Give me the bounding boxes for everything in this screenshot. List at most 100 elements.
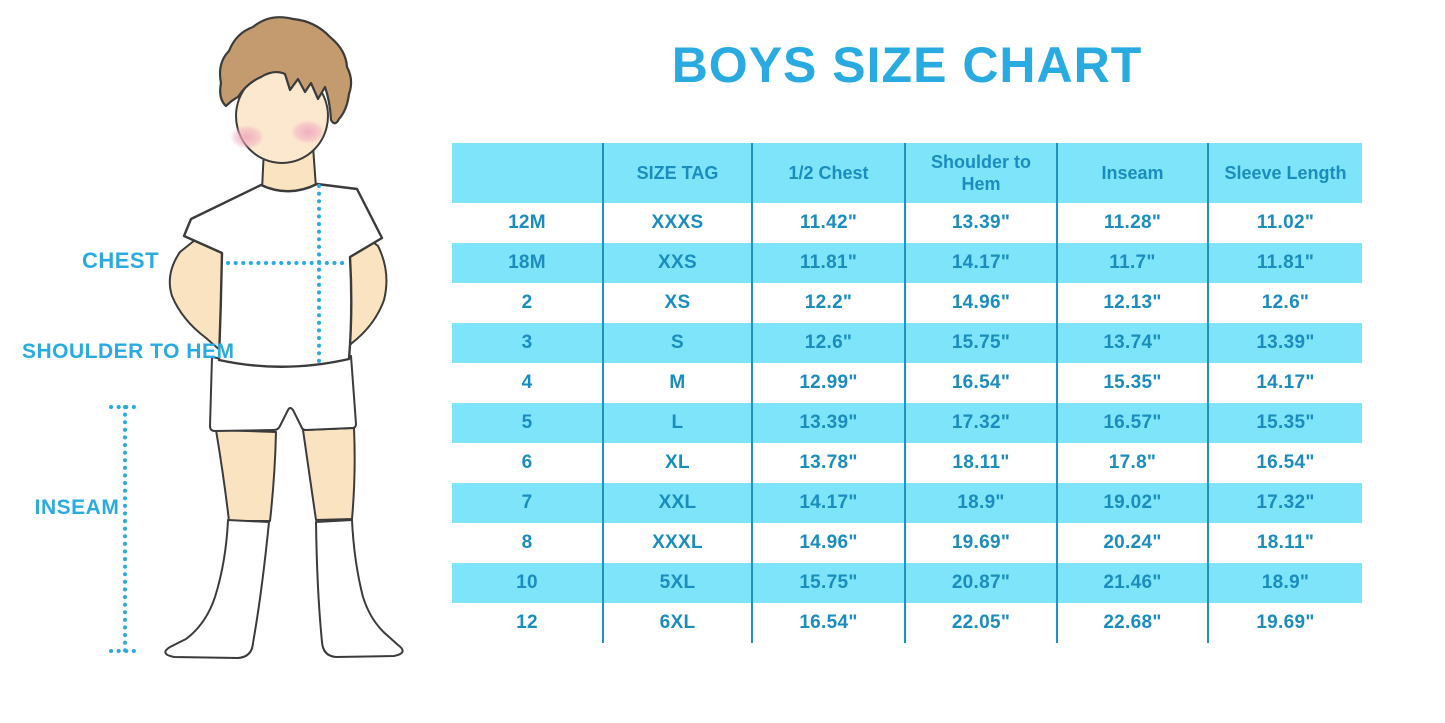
table-cell: 20.87" — [904, 563, 1057, 603]
table-cell: M — [602, 363, 752, 403]
measurement-figure: CHEST SHOULDER TO HEM INSEAM — [0, 0, 450, 723]
column-header: Shoulder to Hem — [904, 143, 1057, 203]
table-cell: 13.78" — [751, 443, 905, 483]
table-cell: XXL — [602, 483, 752, 523]
table-row: 8 XXXL 14.96" 19.69" 20.24" 18.11" — [452, 523, 1362, 563]
left-thigh — [215, 429, 277, 522]
table-cell: 14.96" — [751, 523, 905, 563]
column-header: SIZE TAG — [602, 143, 752, 203]
table-cell: 15.35" — [1207, 403, 1362, 443]
size-table: SIZE TAG 1/2 Chest Shoulder to Hem Inseam Sl… — [452, 143, 1362, 643]
table-row: 18M XXS 11.81" 14.17" 11.7" 11.81" — [452, 243, 1362, 283]
chest-label: CHEST — [81, 248, 160, 273]
table-cell: 22.68" — [1056, 603, 1208, 643]
boy-illustration — [109, 16, 404, 659]
table-cell: 6 — [452, 443, 603, 483]
table-cell: 18.9" — [904, 483, 1057, 523]
table-cell: 16.54" — [904, 363, 1057, 403]
table-cell: 22.05" — [904, 603, 1057, 643]
column-header: Sleeve Length — [1207, 143, 1362, 203]
table-cell: 12M — [452, 203, 603, 243]
table-cell: 12.6" — [1207, 283, 1362, 323]
left-sock — [164, 519, 270, 659]
table-cell: S — [602, 323, 752, 363]
table-row: 2 XS 12.2" 14.96" 12.13" 12.6" — [452, 283, 1362, 323]
table-cell: 17.32" — [904, 403, 1057, 443]
table-cell: 3 — [452, 323, 603, 363]
left-cheek — [230, 125, 264, 149]
column-header: Inseam — [1056, 143, 1208, 203]
table-cell: 10 — [452, 563, 603, 603]
table-cell: 7 — [452, 483, 603, 523]
table-cell: 12.6" — [751, 323, 905, 363]
table-cell: 17.32" — [1207, 483, 1362, 523]
table-cell: XXXS — [602, 203, 752, 243]
table-cell: XL — [602, 443, 752, 483]
table-cell: 19.02" — [1056, 483, 1208, 523]
right-cheek — [291, 120, 325, 144]
table-cell: 18.11" — [1207, 523, 1362, 563]
table-cell: 6XL — [602, 603, 752, 643]
table-cell: 21.46" — [1056, 563, 1208, 603]
table-row: 3 S 12.6" 15.75" 13.74" 13.39" — [452, 323, 1362, 363]
table-cell: XXS — [602, 243, 752, 283]
table-cell: 11.42" — [751, 203, 905, 243]
content-pane: BOYS SIZE CHART SIZE TAG 1/2 Chest Shoulde… — [452, 0, 1362, 723]
table-cell: 5XL — [602, 563, 752, 603]
table-cell: 13.39" — [904, 203, 1057, 243]
table-cell: 8 — [452, 523, 603, 563]
table-cell: 19.69" — [1207, 603, 1362, 643]
table-cell: 11.7" — [1056, 243, 1208, 283]
table-cell: 19.69" — [904, 523, 1057, 563]
table-cell: L — [602, 403, 752, 443]
table-row: 10 5XL 15.75" 20.87" 21.46" 18.9" — [452, 563, 1362, 603]
table-cell: 14.17" — [904, 243, 1057, 283]
table-row: 6 XL 13.78" 18.11" 17.8" 16.54" — [452, 443, 1362, 483]
table-cell: 15.35" — [1056, 363, 1208, 403]
right-sock — [315, 519, 404, 658]
table-row: 7 XXL 14.17" 18.9" 19.02" 17.32" — [452, 483, 1362, 523]
inseam-label: INSEAM — [34, 496, 120, 519]
left-arm — [168, 231, 225, 353]
table-cell: 20.24" — [1056, 523, 1208, 563]
size-table-body: 12M XXXS 11.42" 13.39" 11.28" 11.02" 18M XXS 11.… — [452, 203, 1362, 643]
table-cell: 12.13" — [1056, 283, 1208, 323]
table-cell: 15.75" — [904, 323, 1057, 363]
right-arm — [341, 227, 388, 353]
right-thigh — [302, 427, 356, 521]
table-cell: 16.57" — [1056, 403, 1208, 443]
table-cell: 13.39" — [751, 403, 905, 443]
tshirt — [182, 182, 384, 368]
table-cell: XS — [602, 283, 752, 323]
hair — [218, 16, 353, 125]
table-cell: 13.39" — [1207, 323, 1362, 363]
table-cell: 16.54" — [1207, 443, 1362, 483]
table-cell: 5 — [452, 403, 603, 443]
table-cell: 18M — [452, 243, 603, 283]
table-cell: XXXL — [602, 523, 752, 563]
column-header: 1/2 Chest — [751, 143, 905, 203]
table-cell: 15.75" — [751, 563, 905, 603]
table-cell: 2 — [452, 283, 603, 323]
size-table-header-row: SIZE TAG 1/2 Chest Shoulder to Hem Inseam Sl… — [452, 143, 1362, 203]
table-cell: 11.81" — [1207, 243, 1362, 283]
page-title: BOYS SIZE CHART — [671, 37, 1143, 93]
table-row: 5 L 13.39" 17.32" 16.57" 15.35" — [452, 403, 1362, 443]
table-cell: 12.99" — [751, 363, 905, 403]
table-cell: 18.11" — [904, 443, 1057, 483]
table-cell: 18.9" — [1207, 563, 1362, 603]
table-cell: 12 — [452, 603, 603, 643]
table-cell: 11.02" — [1207, 203, 1362, 243]
table-cell: 14.96" — [904, 283, 1057, 323]
table-cell: 4 — [452, 363, 603, 403]
table-row: 4 M 12.99" 16.54" 15.35" 14.17" — [452, 363, 1362, 403]
table-row: 12 6XL 16.54" 22.05" 22.68" 19.69" — [452, 603, 1362, 643]
table-cell: 13.74" — [1056, 323, 1208, 363]
table-cell: 16.54" — [751, 603, 905, 643]
table-cell: 11.81" — [751, 243, 905, 283]
table-cell: 12.2" — [751, 283, 905, 323]
table-cell: 11.28" — [1056, 203, 1208, 243]
shoulder-to-hem-label: SHOULDER TO HEM — [22, 340, 235, 363]
table-cell: 17.8" — [1056, 443, 1208, 483]
